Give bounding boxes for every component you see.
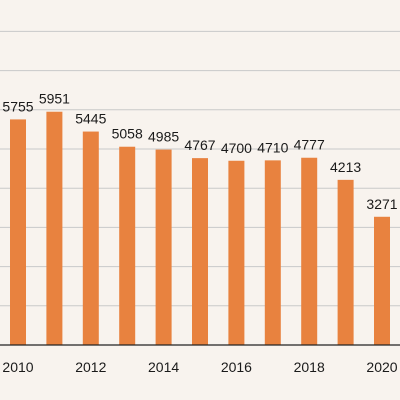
bar	[46, 111, 63, 346]
bar	[155, 149, 172, 345]
x-tick-label: 2016	[221, 359, 252, 375]
bar	[10, 119, 26, 346]
bar	[192, 158, 208, 345]
bar	[337, 179, 354, 345]
x-tick-labels: 2010 2012 2014 2016 2018 2020	[2, 359, 397, 375]
data-label: 3271	[366, 196, 397, 212]
bar	[374, 216, 390, 345]
data-label: 5951	[39, 91, 70, 107]
data-label: 4710	[257, 139, 288, 155]
data-labels: 5755 5951 5445 5058 4985 4767 4700 4710 4777 4213…	[2, 91, 397, 212]
data-label: 4700	[221, 140, 252, 156]
x-tick-label: 2014	[148, 359, 179, 375]
bar	[264, 160, 281, 345]
bar	[228, 160, 245, 345]
data-label: 5755	[2, 98, 33, 114]
data-label: 5058	[112, 126, 143, 142]
data-label: 4213	[330, 159, 361, 175]
x-tick-label: 2012	[75, 359, 106, 375]
bar	[119, 146, 136, 345]
x-tick-label: 2020	[366, 359, 397, 375]
x-tick-label: 2018	[294, 359, 325, 375]
bar	[82, 131, 99, 345]
data-label: 4767	[184, 137, 215, 153]
data-label: 4985	[148, 129, 179, 145]
x-tick-label: 2010	[2, 359, 33, 375]
bar	[301, 157, 318, 345]
bars	[10, 111, 390, 346]
data-label: 5445	[75, 111, 106, 127]
data-label: 4777	[294, 137, 325, 153]
